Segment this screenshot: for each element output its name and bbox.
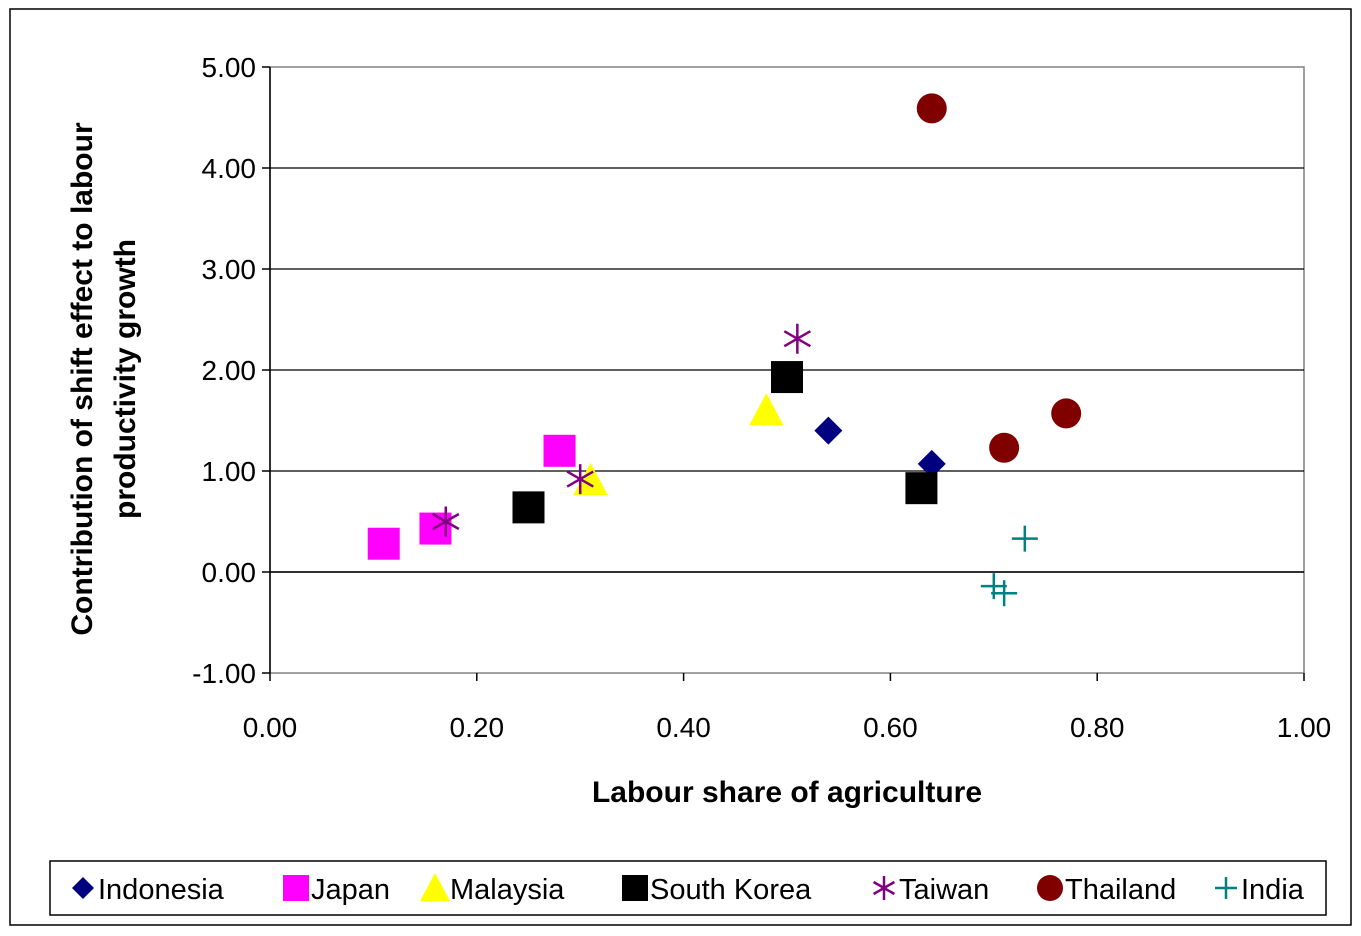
point-taiwan (783, 323, 812, 354)
point-india (991, 580, 1018, 607)
y-tick-label: 0.00 (202, 557, 257, 588)
y-axis-title-line-1: Contribution of shift effect to labour (66, 122, 99, 636)
legend-label-india: India (1241, 874, 1305, 906)
y-tick-label: -1.00 (192, 658, 256, 689)
y-axis-title: Contribution of shift effect to labour p… (66, 122, 142, 636)
x-tick-label: 0.80 (1070, 712, 1125, 743)
legend-marker-malaysia (420, 873, 450, 901)
y-tick-label: 1.00 (202, 456, 257, 487)
y-tick-label: 4.00 (202, 153, 257, 184)
legend-marker-india (1215, 877, 1237, 899)
point-taiwan (566, 464, 594, 495)
x-tick-label: 0.20 (450, 712, 505, 743)
point-japan (367, 527, 400, 560)
legend: Indonesia Japan Malaysia South Korea Taiwan T… (72, 873, 1305, 906)
point-indonesia (814, 416, 843, 445)
legend-label-indonesia: Indonesia (98, 874, 225, 906)
x-tick-label: 0.60 (863, 712, 918, 743)
x-axis-title: Labour share of agriculture (592, 776, 982, 809)
point-thailand (989, 432, 1020, 463)
point-japan (543, 434, 576, 467)
legend-marker-thailand (1037, 875, 1063, 901)
point-taiwan (432, 506, 460, 537)
point-india (980, 573, 1007, 600)
y-tick-label: 2.00 (202, 355, 257, 386)
y-tick-label: 3.00 (202, 254, 257, 285)
legend-label-malaysia: Malaysia (450, 874, 565, 906)
axes: -1.00 0.00 1.00 2.00 3.00 4.00 5.00 0.00 0.20 0.4… (192, 52, 1331, 743)
x-tick-label: 0.00 (243, 712, 298, 743)
point-indonesia (917, 449, 946, 478)
legend-marker-japan (283, 875, 309, 901)
legend-box (49, 860, 1327, 916)
x-tick-label: 1.00 (1277, 712, 1332, 743)
point-malaysia (749, 393, 784, 426)
point-south-korea (771, 361, 803, 394)
legend-marker-south-korea (622, 875, 648, 901)
legend-label-taiwan: Taiwan (899, 874, 989, 906)
legend-marker-indonesia (72, 877, 94, 899)
legend-marker-taiwan (872, 876, 896, 900)
x-tick-label: 0.40 (656, 712, 711, 743)
point-thailand (1051, 398, 1082, 429)
point-india (1011, 525, 1038, 552)
legend-label-japan: Japan (311, 874, 390, 906)
legend-label-south-korea: South Korea (650, 874, 812, 906)
point-south-korea (512, 491, 545, 524)
point-malaysia (573, 462, 608, 496)
y-axis-title-line-2: productivity growth (109, 239, 142, 519)
point-thailand (916, 93, 947, 124)
point-south-korea (905, 472, 938, 505)
legend-label-thailand: Thailand (1065, 874, 1176, 906)
y-tick-label: 5.00 (202, 52, 257, 83)
data-points (367, 93, 1082, 607)
